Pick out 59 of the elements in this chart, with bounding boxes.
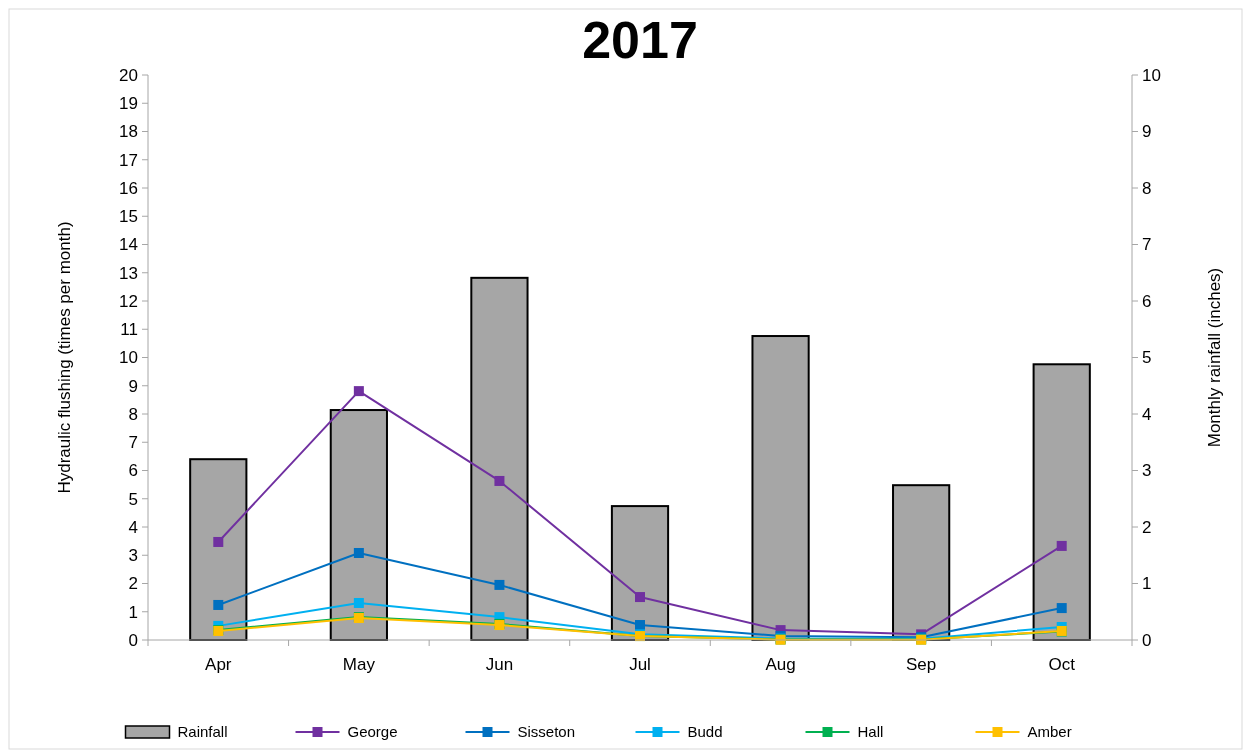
- legend-label: Budd: [687, 723, 723, 741]
- y2-axis-title: Monthly rainfall (inches): [1205, 267, 1224, 448]
- y-tick-label: 13: [119, 263, 138, 283]
- y2-tick-label: 8: [1142, 178, 1152, 198]
- y-tick-label: 1: [128, 602, 138, 622]
- y2-tick-label: 10: [1142, 65, 1161, 85]
- legend-label: Sisseton: [517, 723, 576, 741]
- point: [353, 597, 364, 608]
- point: [494, 475, 505, 486]
- x-tick-label: Sep: [906, 655, 937, 674]
- legend-label: George: [347, 723, 398, 741]
- x-tick-label: Apr: [205, 655, 232, 674]
- y-tick-label: 7: [128, 433, 138, 453]
- y-tick-label: 3: [128, 546, 138, 566]
- point: [494, 579, 505, 590]
- y2-tick-label: 3: [1142, 461, 1152, 481]
- y-tick-label: 15: [119, 207, 138, 227]
- y2-tick-label: 4: [1142, 404, 1152, 424]
- point: [635, 620, 645, 631]
- point: [1056, 540, 1067, 551]
- point: [353, 547, 364, 558]
- y2-tick-label: 0: [1142, 630, 1152, 650]
- y-tick-label: 9: [128, 376, 138, 396]
- y-tick-label: 8: [128, 404, 138, 424]
- y-tick-label: 4: [128, 517, 138, 537]
- y-tick-label: 10: [119, 348, 138, 368]
- y-tick-label: 18: [119, 122, 138, 142]
- point: [353, 386, 364, 397]
- x-tick-label: Aug: [765, 655, 796, 674]
- y-tick-label: 14: [119, 235, 138, 255]
- y-tick-label: 0: [128, 630, 138, 650]
- point: [213, 536, 224, 547]
- legend-label: Rainfall: [177, 723, 228, 741]
- legend-label: Hall: [857, 723, 884, 741]
- y-tick-label: 5: [128, 489, 138, 509]
- y2-tick-label: 9: [1142, 122, 1152, 142]
- y2-tick-label: 1: [1142, 574, 1152, 594]
- legend-label: Amber: [1027, 723, 1072, 741]
- y-tick-label: 12: [119, 291, 138, 311]
- y-tick-label: 2: [128, 574, 138, 594]
- y-axis-title: Hydraulic flushing (times per month): [55, 221, 74, 494]
- point: [1056, 603, 1067, 614]
- y-tick-label: 11: [120, 320, 138, 340]
- y2-tick-label: 6: [1142, 291, 1152, 311]
- y-tick-label: 19: [119, 94, 138, 114]
- y-tick-label: 16: [119, 178, 138, 198]
- y2-tick-label: 5: [1142, 348, 1152, 368]
- x-tick-label: Jul: [629, 655, 651, 674]
- chart-title: 2017: [582, 11, 698, 69]
- y-tick-label: 17: [119, 150, 138, 170]
- x-tick-label: Jun: [485, 655, 514, 674]
- point: [213, 599, 224, 610]
- point: [635, 592, 645, 603]
- y2-tick-label: 7: [1142, 235, 1152, 255]
- x-tick-label: May: [342, 655, 376, 674]
- y-tick-label: 20: [119, 65, 138, 85]
- y2-tick-label: 2: [1142, 517, 1152, 537]
- y-tick-label: 6: [128, 461, 138, 481]
- x-tick-label: Oct: [1048, 655, 1076, 674]
